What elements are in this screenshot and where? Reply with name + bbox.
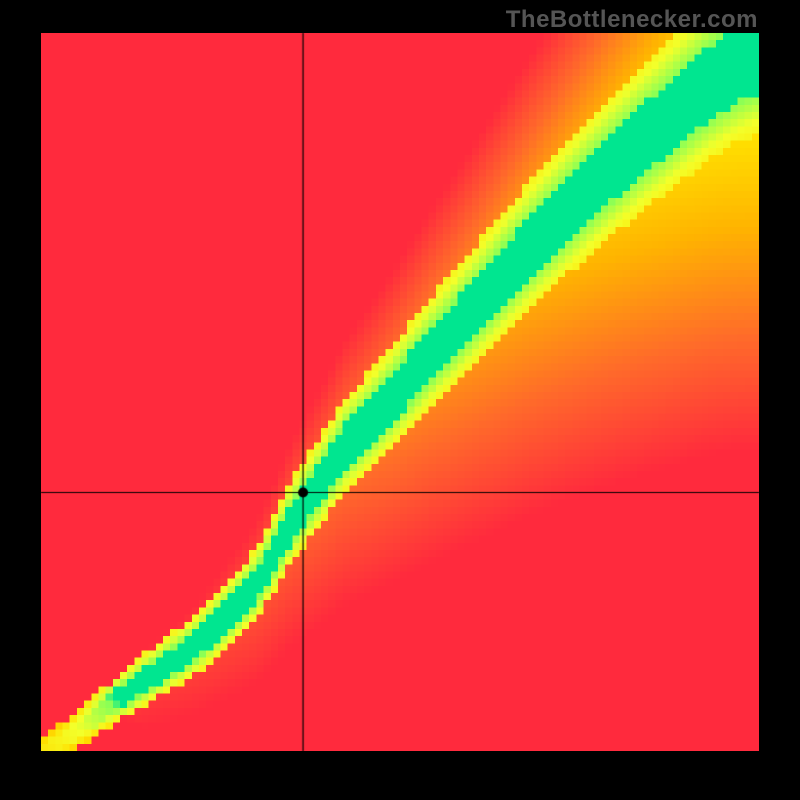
bottleneck-heatmap (41, 33, 759, 751)
chart-container: TheBottlenecker.com (0, 0, 800, 800)
watermark-text: TheBottlenecker.com (506, 6, 758, 34)
